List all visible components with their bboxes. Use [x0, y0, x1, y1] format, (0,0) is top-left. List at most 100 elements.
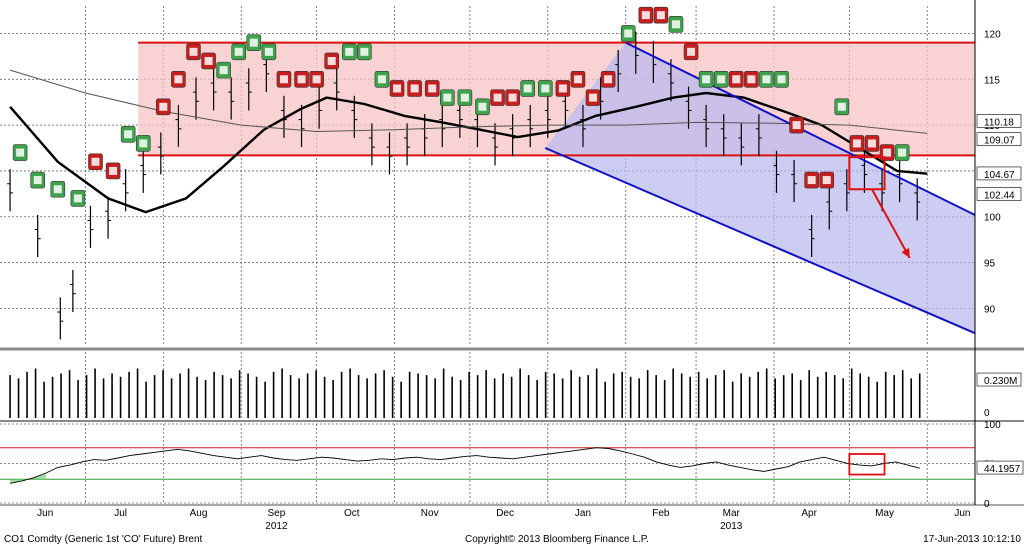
signal-badge-glyph — [762, 75, 771, 84]
signal-badge-glyph — [53, 185, 62, 194]
moving-average-fast — [9, 91, 928, 214]
x-tick-label: Jan — [575, 508, 591, 519]
signal-badge-glyph — [249, 38, 258, 47]
price-last-value-box — [976, 114, 1022, 128]
signal-badge-glyph — [493, 93, 502, 102]
volume-tick-label: 0 — [984, 408, 990, 419]
x-tick-label: Dec — [496, 508, 514, 519]
footer-timestamp: 17-Jun-2013 10:12:10 — [923, 534, 1021, 545]
forecast-arrow — [871, 188, 911, 259]
signal-badge-glyph — [807, 176, 816, 185]
price-last-value: 102.44 — [984, 190, 1015, 201]
channel-lower-line — [544, 147, 976, 335]
signal-badge-glyph — [139, 139, 148, 148]
rsi-line — [10, 447, 920, 484]
x-tick-label: Jul — [114, 508, 127, 519]
signal-badge-glyph — [671, 20, 680, 29]
signal-badge-glyph — [460, 93, 469, 102]
signal-badge-glyph — [867, 139, 876, 148]
signal-badge-glyph — [508, 93, 517, 102]
signal-badge-glyph — [792, 121, 801, 130]
signal-badge-glyph — [747, 75, 756, 84]
signal-badge-glyph — [73, 194, 82, 203]
signal-badge-glyph — [852, 139, 861, 148]
forecast-arrow-head — [901, 247, 910, 258]
signal-badge-glyph — [656, 11, 665, 20]
rsi-tick-label: 100 — [984, 420, 1001, 431]
signal-badge-glyph — [687, 47, 696, 56]
price-tick-label: 100 — [984, 213, 1001, 224]
price-tick-label: 95 — [984, 259, 996, 270]
signal-badge-glyph — [898, 148, 907, 157]
signal-badge-glyph — [883, 148, 892, 157]
axes: Jun Jul Aug Sep Oct Nov Dec Jan Feb Mar Apr May Jun 2… — [0, 0, 1024, 532]
volume-last-value-box — [976, 372, 1022, 387]
rsi-panel — [0, 447, 975, 484]
signal-badge-glyph — [624, 29, 633, 38]
x-tick-label: Jun — [37, 508, 53, 519]
signal-badge-glyph — [91, 157, 100, 166]
signal-badge-glyph — [822, 176, 831, 185]
signal-badge-glyph — [174, 75, 183, 84]
rsi-tick-label: 0 — [984, 499, 990, 510]
signal-badge-glyph — [410, 84, 419, 93]
signal-badge-glyph — [377, 75, 386, 84]
x-tick-label: Aug — [190, 508, 208, 519]
x-tick-label: Apr — [801, 508, 817, 519]
signal-badge-glyph — [641, 11, 650, 20]
signal-badge-glyph — [478, 102, 487, 111]
signal-badge-glyph — [558, 84, 567, 93]
price-last-value: 109.07 — [984, 136, 1015, 147]
signal-badge-glyph — [264, 47, 273, 56]
signal-badge-glyph — [159, 102, 168, 111]
signal-badge-glyph — [604, 75, 613, 84]
rsi-oversold-fill — [10, 472, 46, 484]
volume-panel — [9, 368, 921, 418]
signal-badge-glyph — [16, 148, 25, 157]
x-tick-label: Jun — [954, 508, 970, 519]
x-tick-label: Mar — [723, 508, 741, 519]
x-tick-label: May — [875, 508, 894, 519]
price-last-value-box — [976, 187, 1022, 201]
signal-badge-glyph — [279, 75, 288, 84]
price-panel — [7, 6, 976, 340]
signal-badge-glyph — [573, 75, 582, 84]
signal-badge-glyph — [360, 47, 369, 56]
x-tick-label: Oct — [344, 508, 360, 519]
signal-badge-glyph — [732, 75, 741, 84]
footer-ticker: CO1 Comdty (Generic 1st 'CO' Future) Bre… — [4, 534, 203, 545]
signal-badge-glyph — [345, 47, 354, 56]
rsi-last-value: 44.1957 — [984, 464, 1021, 475]
price-last-value-box — [976, 132, 1022, 146]
signal-badge-glyph — [312, 75, 321, 84]
x-year-label: 2013 — [720, 521, 743, 532]
signal-badge-glyph — [428, 84, 437, 93]
signal-badge-glyph — [124, 130, 133, 139]
signal-badge-glyph — [777, 75, 786, 84]
price-last-value: 104.67 — [984, 170, 1015, 181]
signal-badge-glyph — [837, 102, 846, 111]
price-tick-label: 90 — [984, 304, 996, 315]
x-tick-label: Sep — [268, 508, 286, 519]
x-tick-label: Feb — [652, 508, 670, 519]
x-year-label: 2012 — [265, 521, 288, 532]
signal-badge-glyph — [393, 84, 402, 93]
x-tick-label: Nov — [421, 508, 439, 519]
signal-badge-glyph — [443, 93, 452, 102]
signal-badge-glyph — [297, 75, 306, 84]
signal-badge-glyph — [717, 75, 726, 84]
signal-badge-glyph — [523, 84, 532, 93]
price-last-value: 110.18 — [984, 117, 1014, 128]
signal-badge-glyph — [541, 84, 550, 93]
footer-copyright: Copyright© 2013 Bloomberg Finance L.P. — [465, 534, 649, 545]
signal-badge-glyph — [234, 47, 243, 56]
highlight-box — [848, 156, 886, 191]
volume-last-value: 0.230M — [984, 376, 1017, 387]
down-channel-fill — [545, 42, 975, 334]
signal-badge-glyph — [589, 93, 598, 102]
signal-badge-glyph — [702, 75, 711, 84]
signal-badge-glyph — [219, 66, 228, 75]
signal-badge-glyph — [189, 47, 198, 56]
